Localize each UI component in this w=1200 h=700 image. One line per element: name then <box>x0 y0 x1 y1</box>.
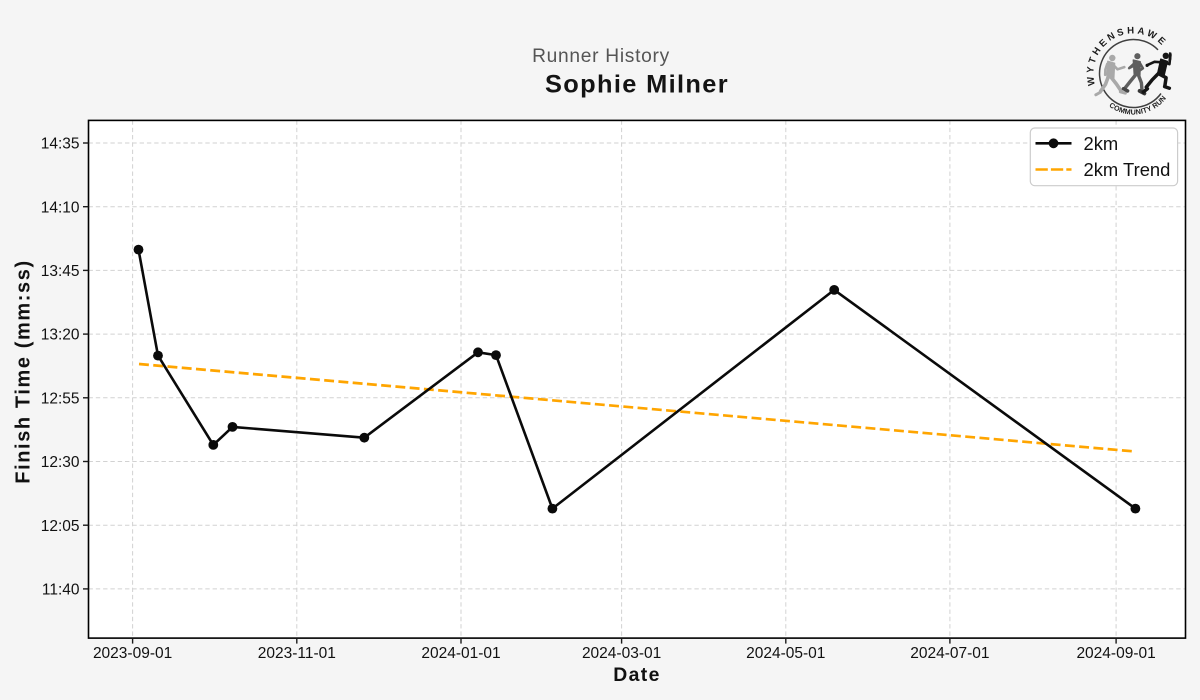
svg-text:2024-03-01: 2024-03-01 <box>582 645 661 662</box>
svg-text:13:20: 13:20 <box>41 327 80 344</box>
svg-text:Sophie Milner: Sophie Milner <box>545 71 729 99</box>
svg-text:2024-01-01: 2024-01-01 <box>421 645 500 662</box>
svg-text:2024-09-01: 2024-09-01 <box>1076 645 1155 662</box>
svg-text:14:10: 14:10 <box>41 199 80 216</box>
svg-text:2km: 2km <box>1084 133 1119 154</box>
svg-text:2024-07-01: 2024-07-01 <box>910 645 989 662</box>
svg-text:2024-05-01: 2024-05-01 <box>746 645 825 662</box>
svg-text:12:30: 12:30 <box>41 454 80 471</box>
svg-text:2023-11-01: 2023-11-01 <box>258 645 336 662</box>
svg-text:11:40: 11:40 <box>42 582 80 599</box>
svg-text:12:05: 12:05 <box>41 518 80 535</box>
svg-text:13:45: 13:45 <box>41 263 80 280</box>
svg-text:Date: Date <box>613 664 660 686</box>
svg-text:2km Trend: 2km Trend <box>1084 159 1171 180</box>
svg-text:Finish Time (mm:ss): Finish Time (mm:ss) <box>13 259 35 484</box>
svg-text:14:35: 14:35 <box>41 136 80 153</box>
svg-text:Runner History: Runner History <box>532 46 670 67</box>
svg-text:12:55: 12:55 <box>41 390 80 407</box>
svg-text:2023-09-01: 2023-09-01 <box>93 645 172 662</box>
